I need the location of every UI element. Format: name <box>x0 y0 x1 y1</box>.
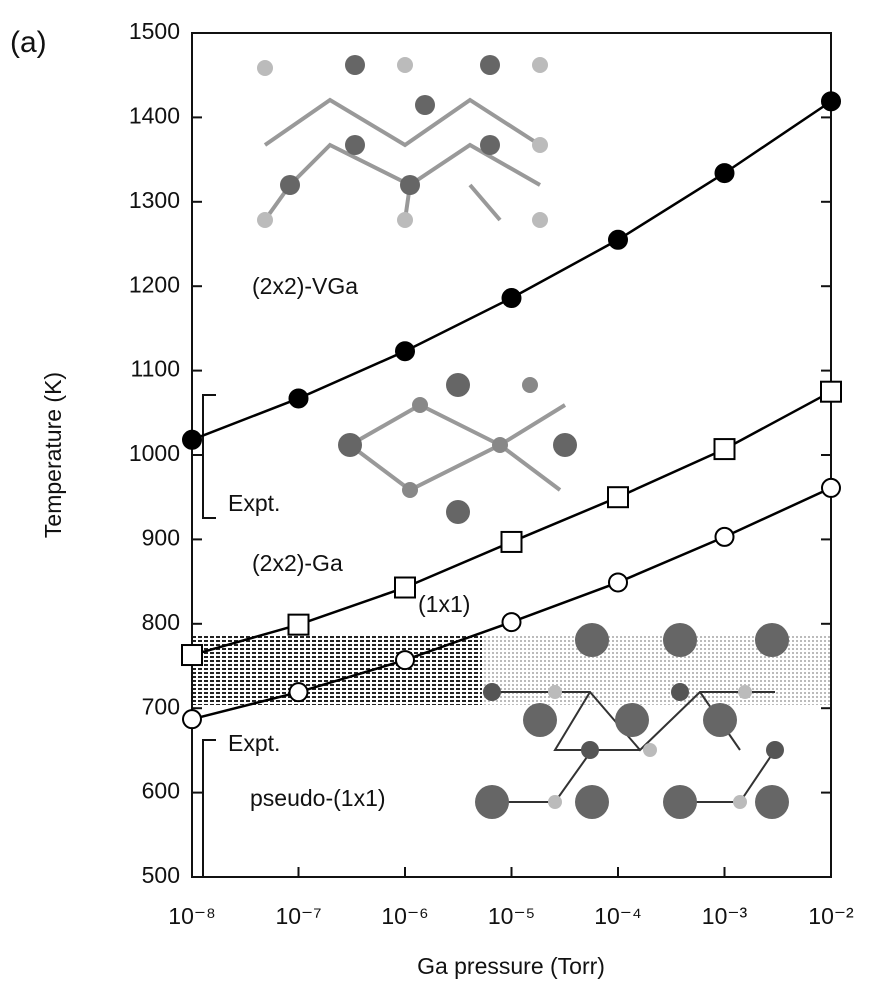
y-tick-label: 1200 <box>129 271 180 297</box>
x-tick-label: 10⁻⁵ <box>488 903 535 929</box>
x-tick-label: 10⁻⁷ <box>275 903 321 929</box>
y-tick-label: 800 <box>142 609 180 635</box>
marker <box>503 613 521 631</box>
x-axis-label: Ga pressure (Torr) <box>417 953 605 979</box>
marker <box>716 164 734 182</box>
marker <box>609 573 627 591</box>
marker <box>502 532 522 552</box>
marker <box>822 92 840 110</box>
marker <box>290 683 308 701</box>
marker <box>289 615 309 635</box>
series-label: (2x2)-VGa <box>252 273 358 299</box>
y-tick-label: 1500 <box>129 18 180 44</box>
y-tick-label: 1400 <box>129 102 180 128</box>
marker <box>396 342 414 360</box>
chart: (a) Ga pressure (Torr) Temperature (K) (… <box>0 0 869 992</box>
y-tick-label: 1000 <box>129 440 180 466</box>
series-label: (2x2)-Ga <box>252 550 343 576</box>
marker <box>182 645 202 665</box>
x-tick-label: 10⁻² <box>808 903 854 929</box>
y-tick-label: 500 <box>142 862 180 888</box>
y-tick-label: 600 <box>142 778 180 804</box>
y-tick-label: 900 <box>142 524 180 550</box>
x-tick-label: 10⁻⁸ <box>168 903 215 929</box>
series-label: (1x1) <box>418 591 470 617</box>
marker <box>503 289 521 307</box>
y-tick-label: 700 <box>142 693 180 719</box>
annotation: Expt. <box>228 490 280 516</box>
annotation: Expt. <box>228 730 280 756</box>
marker <box>183 710 201 728</box>
x-tick-label: 10⁻⁶ <box>381 903 428 929</box>
y-axis-label: Temperature (K) <box>40 372 66 538</box>
marker <box>609 231 627 249</box>
marker <box>716 528 734 546</box>
x-tick-label: 10⁻⁴ <box>594 903 642 929</box>
marker <box>290 389 308 407</box>
panel-label: (a) <box>10 26 47 59</box>
marker <box>396 651 414 669</box>
marker <box>822 479 840 497</box>
x-tick-label: 10⁻³ <box>702 903 748 929</box>
marker <box>608 487 628 507</box>
annotation: pseudo-(1x1) <box>250 785 386 811</box>
marker <box>821 382 841 402</box>
series-line <box>192 101 831 439</box>
y-tick-label: 1300 <box>129 187 180 213</box>
marker <box>395 578 415 598</box>
expt-bracket <box>203 740 216 877</box>
expt-band <box>192 636 482 705</box>
y-tick-label: 1100 <box>131 356 180 382</box>
marker <box>715 439 735 459</box>
expt-bracket <box>203 395 216 518</box>
marker <box>183 431 201 449</box>
